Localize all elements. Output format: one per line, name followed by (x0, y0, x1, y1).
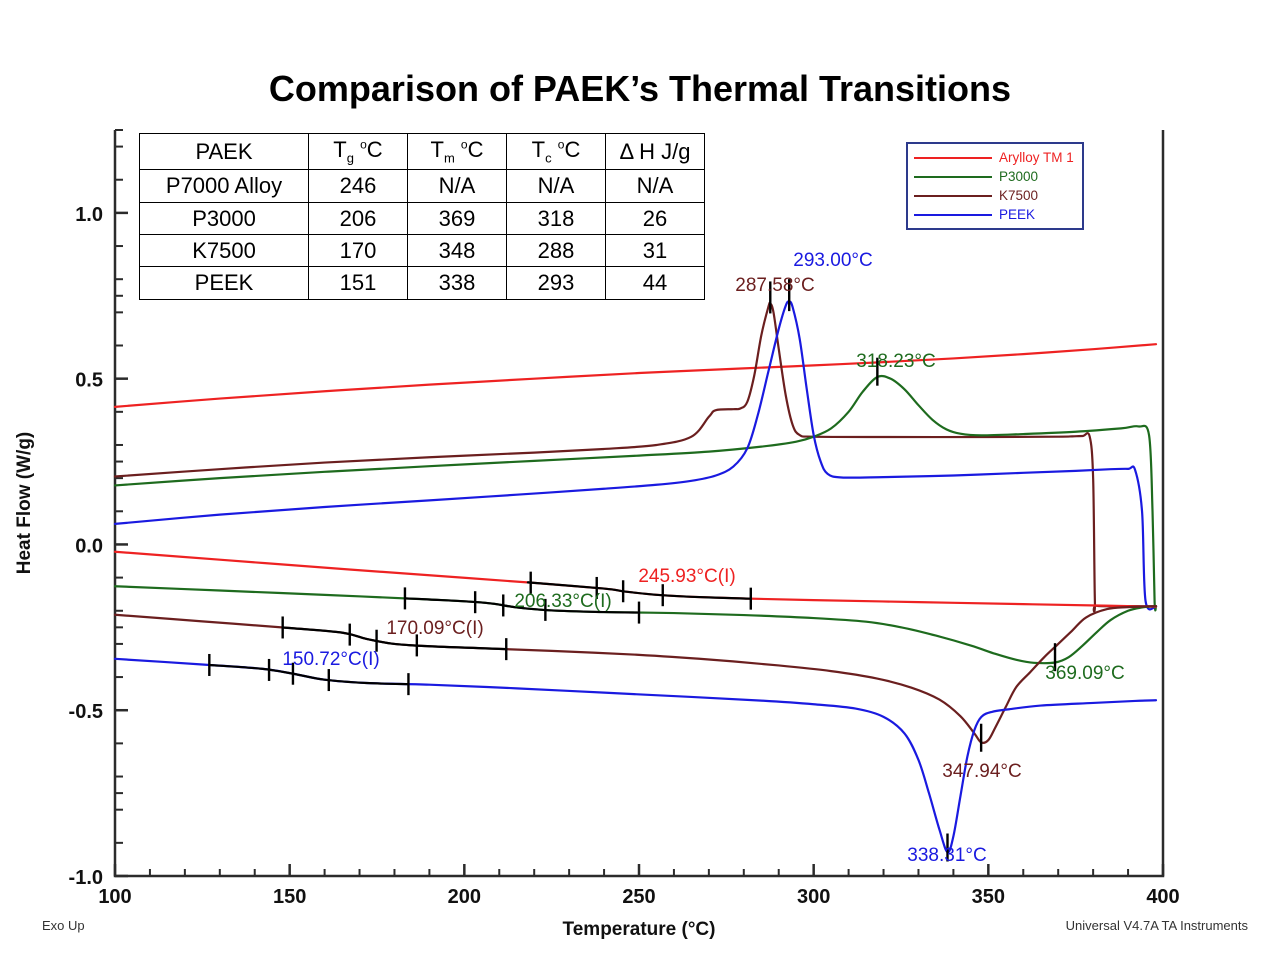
y-tick-label: 0.0 (75, 535, 103, 557)
table-cell-name: P3000 (139, 201, 309, 235)
curve-p3000-heating (113, 585, 1158, 665)
table-cell-name: K7500 (139, 233, 309, 268)
legend-item-p3000[interactable]: P3000 (914, 167, 1074, 186)
table-cell-tc: N/A (506, 169, 606, 203)
table-cell-tg: 246 (308, 169, 408, 203)
legend-label: P3000 (999, 169, 1039, 184)
table-cell-tm: N/A (407, 169, 507, 203)
curve-k7500-cooling (113, 301, 1158, 613)
x-tick-label: 400 (1146, 886, 1179, 908)
legend-item-k7500[interactable]: K7500 (914, 186, 1074, 205)
table-header-cell: PAEK (139, 132, 309, 171)
table-cell-name: P7000 Alloy (139, 169, 309, 203)
tg-onset-overlay (208, 663, 410, 686)
axis-labels-group: Temperature (°C) Heat Flow (W/g) Exo Up Uni… (14, 432, 1248, 940)
chart-legend: Arylloy TM 1 P3000 K7500 PEEK (906, 142, 1084, 230)
curve-arylloy-tm-1-cooling (113, 343, 1158, 408)
y-tick-label: 0.5 (75, 370, 103, 392)
annotations-group: 293.00°C 287.58°C 318.23°C 245.93°C(I) 206.3… (282, 250, 1124, 866)
table-row: PEEK 151 338 293 44 (139, 266, 705, 300)
table-cell-dh: 31 (605, 233, 705, 268)
tg-onset-overlay (526, 581, 752, 600)
y-tick-label: 1.0 (75, 204, 103, 226)
legend-item-arylloy-tm-1[interactable]: Arylloy TM 1 (914, 148, 1074, 167)
curve-p3000-cooling (113, 374, 1158, 612)
curve-peek-cooling (113, 300, 1158, 611)
table-row: P3000 206 369 318 26 (139, 201, 705, 235)
table-cell-dh: 26 (605, 201, 705, 235)
table-cell-tg: 151 (308, 266, 408, 300)
annotation-label-9: 338.31°C (907, 845, 986, 866)
table-cell-tc: 293 (506, 266, 606, 300)
y-axis-title: Heat Flow (W/g) (14, 432, 35, 574)
curve-peek-heating (113, 657, 1158, 854)
axes-group: 100 150 200 250 300 350 400 1.0 0.5 0.0 -0.5 -1.0 (69, 129, 1180, 908)
x-tick-label: 300 (797, 886, 830, 908)
table-cell-dh: N/A (605, 169, 705, 203)
exo-up-note: Exo Up (42, 918, 85, 933)
curve-arylloy-tm-1-heating (113, 550, 1158, 608)
x-tick-label: 250 (622, 886, 655, 908)
table-cell-tm: 348 (407, 233, 507, 268)
legend-label: Arylloy TM 1 (999, 150, 1074, 165)
table-header-cell: Tc oC (506, 132, 606, 171)
paek-properties-table: PAEK Tg oC Tm oC Tc oC Δ H J/g P7000 Alloy 246… (139, 132, 705, 300)
table-header-cell: Tm oC (407, 132, 507, 171)
tg-onset-overlay (403, 597, 641, 614)
table-cell-tc: 288 (506, 233, 606, 268)
legend-line-swatch (914, 156, 992, 159)
table-cell-tm: 369 (407, 201, 507, 235)
annotation-label-5: 170.09°C(I) (386, 618, 483, 639)
annotation-label-7: 369.09°C (1045, 663, 1124, 684)
table-header-cell: Δ H J/g (605, 132, 705, 171)
y-tick-label: -0.5 (69, 701, 103, 723)
curve-k7500-heating (113, 605, 1158, 744)
annotation-label-2: 318.23°C (856, 351, 935, 372)
table-row: P7000 Alloy 246 N/A N/A N/A (139, 169, 705, 203)
legend-item-peek[interactable]: PEEK (914, 205, 1074, 224)
table-header-cell: Tg oC (308, 132, 408, 171)
annotation-label-8: 347.94°C (942, 761, 1021, 782)
legend-label: K7500 (999, 188, 1039, 203)
tg-onset-overlay (281, 626, 508, 651)
instrument-note: Universal V4.7A TA Instruments (1066, 918, 1249, 933)
legend-label: PEEK (999, 207, 1036, 222)
annotation-label-4: 206.33°C(I) (514, 591, 611, 612)
legend-line-swatch (914, 213, 992, 216)
table-cell-name: PEEK (139, 266, 309, 300)
annotation-label-0: 293.00°C (793, 250, 872, 271)
page-title: Comparison of PAEK’s Thermal Transitions (268, 68, 1012, 109)
transition-marks-group (208, 279, 1057, 862)
y-tick-label: -1.0 (69, 867, 103, 889)
annotation-label-6: 150.72°C(I) (282, 649, 379, 670)
x-axis-title: Temperature (°C) (563, 919, 716, 940)
table-row: K7500 170 348 288 31 (139, 233, 705, 268)
table-cell-tg: 206 (308, 201, 408, 235)
table-cell-tc: 318 (506, 201, 606, 235)
x-tick-label: 100 (98, 886, 131, 908)
x-tick-label: 200 (448, 886, 481, 908)
table-cell-tm: 338 (407, 266, 507, 300)
x-tick-label: 150 (273, 886, 306, 908)
legend-line-swatch (914, 194, 992, 197)
table-cell-dh: 44 (605, 266, 705, 300)
x-tick-label: 350 (972, 886, 1005, 908)
table-cell-tg: 170 (308, 233, 408, 268)
legend-line-swatch (914, 175, 992, 178)
annotation-label-1: 287.58°C (735, 275, 814, 296)
table-header-row: PAEK Tg oC Tm oC Tc oC Δ H J/g (139, 132, 705, 171)
annotation-label-3: 245.93°C(I) (638, 566, 735, 587)
